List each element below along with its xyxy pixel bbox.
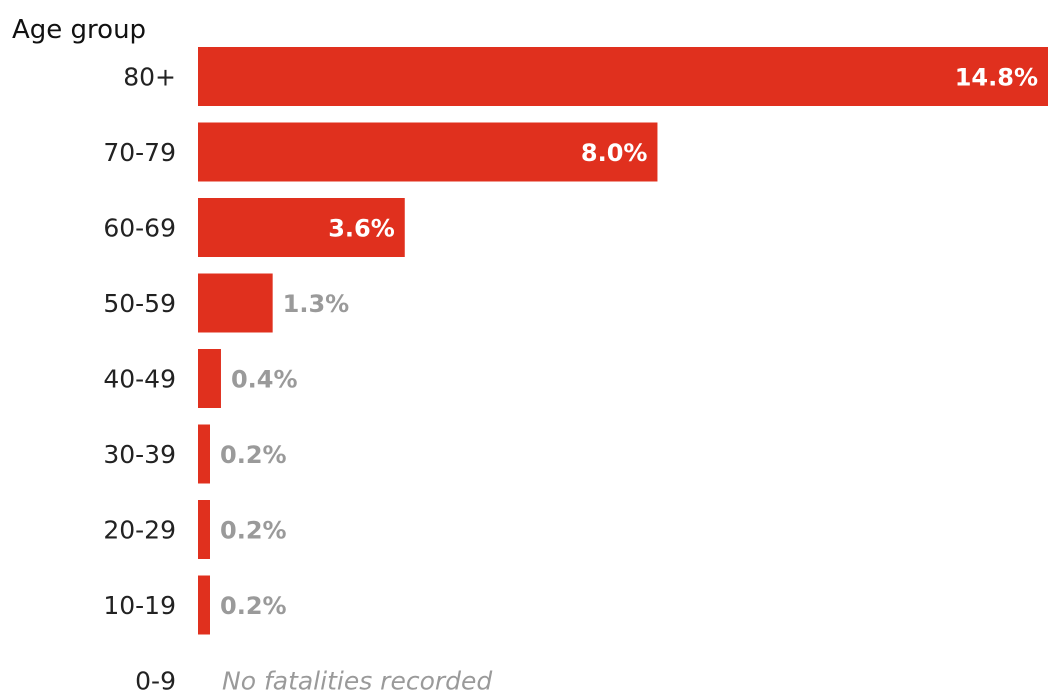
bar [198,349,221,408]
value-label: 0.2% [220,592,287,620]
category-label: 0-9 [135,667,176,693]
bar [198,575,210,635]
bar [198,273,273,333]
value-label: 0.4% [231,366,298,394]
value-label: 8.0% [581,139,648,167]
category-label: 20-29 [103,516,176,545]
bar [198,198,405,257]
category-label: 10-19 [103,591,176,620]
value-label: 14.8% [955,64,1038,92]
value-label: 0.2% [220,441,287,469]
category-label: 80+ [123,63,176,92]
category-label: 30-39 [103,440,176,469]
value-label: 3.6% [328,215,395,243]
value-label: 1.3% [283,290,350,318]
category-label: 70-79 [103,138,176,167]
value-label: 0.2% [220,517,287,545]
bar [198,500,210,559]
bars-layer: 80+ 14.8% 70-79 8.0% 60-69 3.6% 50-59 1.3% 40-49… [103,47,1048,693]
bar [198,424,210,484]
axis-title: Age group [12,15,146,45]
no-data-note: No fatalities recorded [222,667,492,693]
bar [198,47,1048,106]
bar [198,122,658,182]
category-label: 60-69 [103,214,176,243]
category-label: 40-49 [103,365,176,394]
category-label: 50-59 [103,289,176,318]
